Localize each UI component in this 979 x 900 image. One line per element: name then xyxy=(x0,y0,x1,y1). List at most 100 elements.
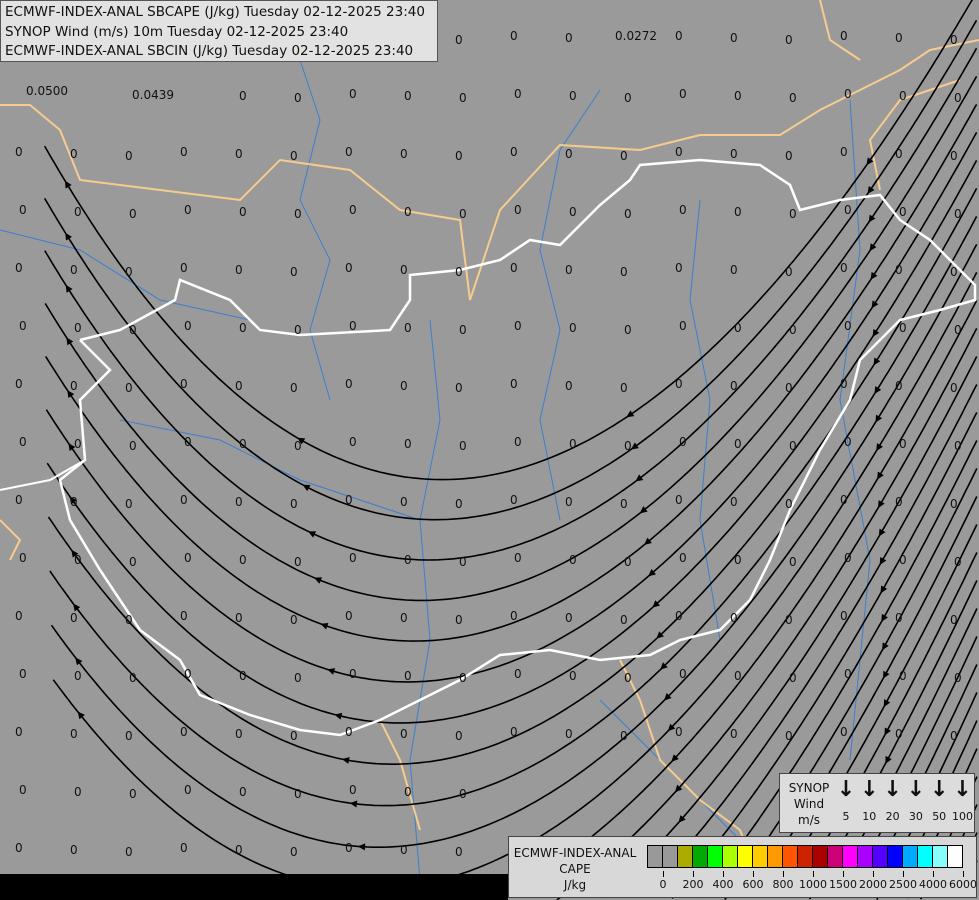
cin-value-label: 0 xyxy=(129,787,137,801)
cin-value-label: 0 xyxy=(565,495,573,509)
cin-value-label: 0 xyxy=(734,437,742,451)
streamline-arrow-icon xyxy=(876,443,883,452)
cape-color-swatch xyxy=(933,846,948,867)
cape-color-swatch xyxy=(738,846,753,867)
neighbor-border-line xyxy=(379,719,421,831)
map-title-box: ECMWF-INDEX-ANAL SBCAPE (J/kg) Tuesday 0… xyxy=(0,0,438,62)
streamline-arrow-icon xyxy=(320,622,329,630)
cin-value-label: 0 xyxy=(239,89,247,103)
streamline-arrow-icon xyxy=(660,662,668,670)
cin-value-label: 0 xyxy=(459,207,467,221)
streamline xyxy=(556,328,978,900)
cape-tick-mark xyxy=(813,871,814,877)
cin-value-label: 0 xyxy=(459,323,467,337)
cin-value-label: 0 xyxy=(840,377,848,391)
synop-title-line: Wind xyxy=(793,797,825,811)
cape-tick-mark xyxy=(843,871,844,877)
cin-value-label: 0 xyxy=(514,551,522,565)
cape-tick-label: 200 xyxy=(682,878,704,891)
cin-value-label: 0 xyxy=(675,261,683,275)
cin-value-label: 0 xyxy=(235,495,243,509)
cin-value-label: 0 xyxy=(125,845,133,859)
cin-value-label: 0 xyxy=(510,377,518,391)
cin-value-label: 0 xyxy=(679,551,687,565)
cape-tick-label: 1000 xyxy=(799,878,827,891)
cin-value-label: 0 xyxy=(950,613,958,627)
cin-value-label: 0 xyxy=(184,551,192,565)
streamline-arrow-icon xyxy=(302,484,311,492)
cin-value-label: 0 xyxy=(840,261,848,275)
cape-tick-mark xyxy=(783,871,784,877)
cin-value-label: 0 xyxy=(514,435,522,449)
cin-value-label: 0 xyxy=(455,381,463,395)
cape-title-line: J/kg xyxy=(563,878,587,892)
cin-value-label: 0 xyxy=(180,841,188,855)
cin-value-label: 0 xyxy=(239,785,247,799)
streamline-arrow-icon xyxy=(69,496,77,505)
cin-value-label: 0 xyxy=(624,207,632,221)
cin-value-label: 0 xyxy=(789,207,797,221)
cin-value-label: 0 xyxy=(294,787,302,801)
cin-value-label: 0 xyxy=(70,147,78,161)
cin-value-label: 0 xyxy=(345,841,353,855)
cin-value-label: 0 xyxy=(404,669,412,683)
cin-value-label: 0 xyxy=(404,437,412,451)
streamline-arrow-icon xyxy=(878,528,886,537)
cin-value-label: 0 xyxy=(624,323,632,337)
streamline-arrow-icon xyxy=(883,699,891,708)
streamline-arrow-icon xyxy=(873,357,881,366)
streamline xyxy=(43,0,973,481)
wind-speed-key: ↓ 5 xyxy=(835,777,857,824)
cin-value-label: 0 xyxy=(125,265,133,279)
streamline-arrow-icon xyxy=(877,471,884,480)
cin-value-label: 0 xyxy=(565,611,573,625)
cin-value-label: 0 xyxy=(565,147,573,161)
cin-value-label: 0 xyxy=(235,147,243,161)
streamline-arrow-icon xyxy=(671,754,679,762)
cin-value-label: 0 xyxy=(950,265,958,279)
streamline-arrow-icon xyxy=(71,549,79,558)
cin-value-label: 0 xyxy=(895,263,903,277)
cin-value-label: 0 xyxy=(180,493,188,507)
river-line xyxy=(409,319,441,881)
cape-color-swatch xyxy=(843,846,858,867)
cin-value-label: 0 xyxy=(510,261,518,275)
cin-value-label: 0 xyxy=(294,323,302,337)
cin-value-label: 0 xyxy=(235,263,243,277)
cin-value-label: 0.0439 xyxy=(132,88,174,102)
cin-value-label: 0 xyxy=(294,207,302,221)
wind-speed-value: 30 xyxy=(908,810,923,823)
cin-value-label: 0 xyxy=(125,381,133,395)
cin-value-label: 0 xyxy=(290,265,298,279)
streamline-arrow-icon xyxy=(626,410,635,418)
streamline-arrow-icon xyxy=(68,443,76,451)
cape-tick-mark xyxy=(933,871,934,877)
cin-value-label: 0 xyxy=(734,89,742,103)
cin-value-label: 0 xyxy=(899,669,907,683)
cin-value-label: 0 xyxy=(239,553,247,567)
cape-color-swatch xyxy=(918,846,933,867)
wind-arrow-icon: ↓ xyxy=(836,777,856,802)
cape-tick-mark xyxy=(663,871,664,877)
map-edge-strip xyxy=(0,874,508,900)
neighbor-border-line xyxy=(0,519,22,561)
streamline-arrow-icon xyxy=(879,557,887,566)
cape-color-swatch xyxy=(753,846,768,867)
cape-tick-label: 2000 xyxy=(859,878,887,891)
cin-value-label: 0 xyxy=(785,497,793,511)
cape-color-swatch xyxy=(693,846,708,867)
cin-value-label: 0 xyxy=(730,611,738,625)
cin-value-label: 0 xyxy=(734,205,742,219)
cin-value-label: 0 xyxy=(125,149,133,163)
cin-value-label: 0 xyxy=(235,611,243,625)
cape-color-swatch xyxy=(888,846,903,867)
cin-value-label: 0 xyxy=(620,381,628,395)
streamline-arrow-icon xyxy=(349,800,358,808)
cin-value-label: 0 xyxy=(840,609,848,623)
streamline-arrow-icon xyxy=(639,506,648,514)
cin-value-label: 0 xyxy=(789,91,797,105)
cin-value-label: 0 xyxy=(679,319,687,333)
cin-value-label: 0 xyxy=(184,667,192,681)
cin-value-label: 0 xyxy=(290,149,298,163)
